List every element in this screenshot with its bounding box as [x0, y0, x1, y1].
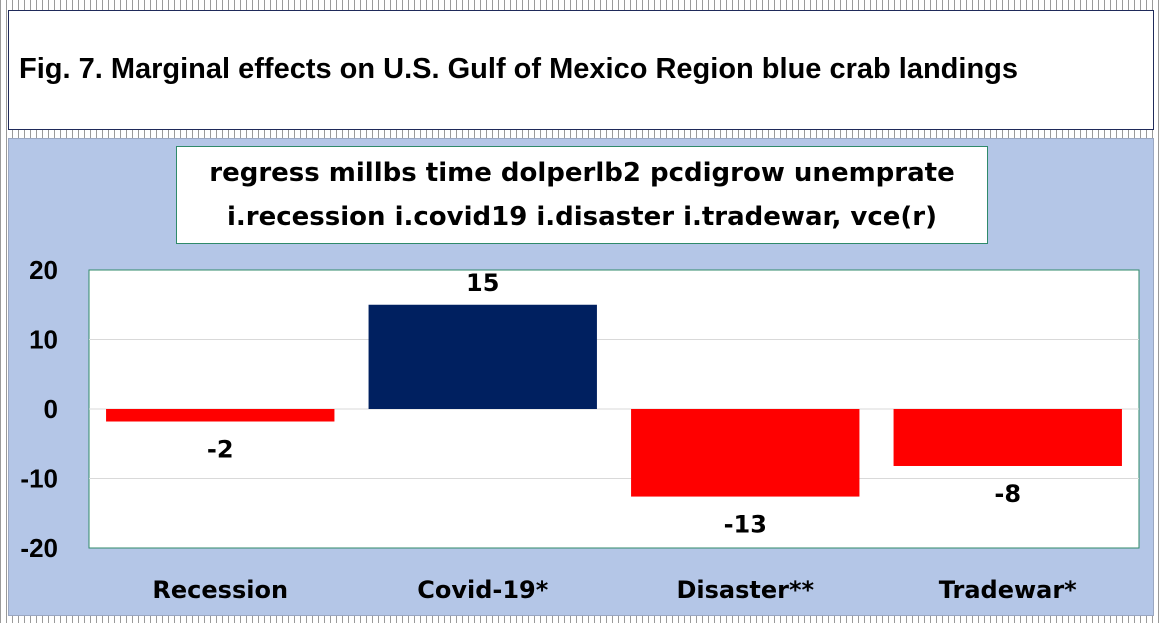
- chart-title-box: regress millbs time dolperlb2 pcdigrow u…: [176, 146, 988, 244]
- data-label: 15: [466, 269, 499, 297]
- bar-covid-19: [368, 304, 597, 409]
- bar-recession: [106, 409, 335, 422]
- figure-title: Fig. 7. Marginal effects on U.S. Gulf of…: [19, 53, 1019, 85]
- y-tick-label: -20: [20, 533, 58, 563]
- x-tick-label: Tradewar*: [939, 576, 1077, 604]
- data-labels: -2 15 -13 -8: [207, 269, 1021, 539]
- data-label: -8: [994, 480, 1021, 508]
- chart-title-line-1: regress millbs time dolperlb2 pcdigrow u…: [209, 158, 955, 188]
- y-tick-label: 20: [29, 255, 58, 285]
- y-tick-label: 0: [44, 394, 58, 424]
- x-tick-label: Recession: [152, 576, 288, 604]
- y-tick-label: 10: [29, 325, 58, 355]
- bar-disaster: [631, 409, 860, 497]
- chart-title-line-2: i.recession i.covid19 i.disaster i.trade…: [227, 202, 937, 232]
- x-tick-label: Covid-19*: [417, 576, 549, 604]
- data-label: -2: [207, 436, 234, 464]
- x-tick-label: Disaster**: [676, 576, 814, 604]
- x-axis: Recession Covid-19* Disaster** Tradewar*: [152, 576, 1077, 604]
- figure-title-box: Fig. 7. Marginal effects on U.S. Gulf of…: [8, 10, 1154, 130]
- y-tick-label: -10: [20, 464, 58, 494]
- data-label: -13: [724, 511, 767, 539]
- bars: [106, 304, 1122, 497]
- bar-tradewar: [893, 409, 1122, 466]
- y-axis: 20 10 0 -10 -20: [20, 255, 58, 563]
